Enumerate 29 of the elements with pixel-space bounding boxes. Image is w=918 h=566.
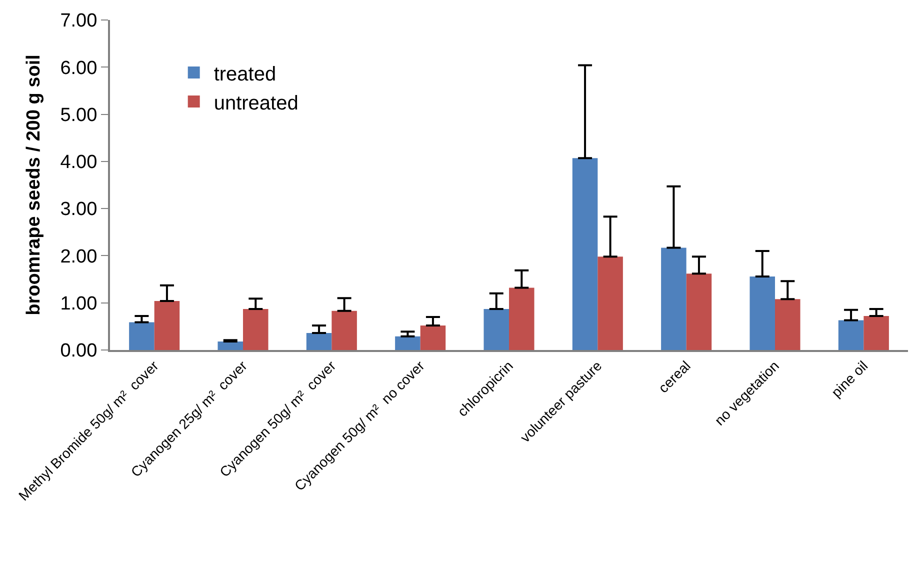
y-axis-title: broomrape seeds / 200 g soil <box>24 54 45 316</box>
bar <box>750 276 775 350</box>
y-tick-label: 5.00 <box>60 104 98 126</box>
bar <box>598 256 623 350</box>
bar <box>218 342 243 350</box>
bar <box>484 308 509 350</box>
bar <box>864 316 889 350</box>
bar <box>509 288 534 350</box>
bar <box>775 299 800 350</box>
bar <box>686 274 712 350</box>
bar <box>243 308 268 350</box>
y-tick-label: 3.00 <box>60 199 98 220</box>
y-tick-label: 1.00 <box>60 294 98 315</box>
bar <box>661 248 686 350</box>
y-tick-label: 2.00 <box>60 246 98 268</box>
legend-label: untreated <box>214 92 298 114</box>
y-tick-label: 0.00 <box>60 340 98 362</box>
bar <box>572 158 598 350</box>
bar <box>395 336 420 350</box>
bar <box>154 300 180 350</box>
bar <box>129 322 154 350</box>
bar <box>420 325 446 350</box>
bar <box>306 333 332 350</box>
y-tick-label: 6.00 <box>60 58 98 79</box>
y-tick-label: 7.00 <box>60 10 98 32</box>
legend-label: treated <box>214 63 276 86</box>
y-tick-label: 4.00 <box>60 152 98 174</box>
bar <box>838 320 864 350</box>
bar <box>332 310 357 350</box>
